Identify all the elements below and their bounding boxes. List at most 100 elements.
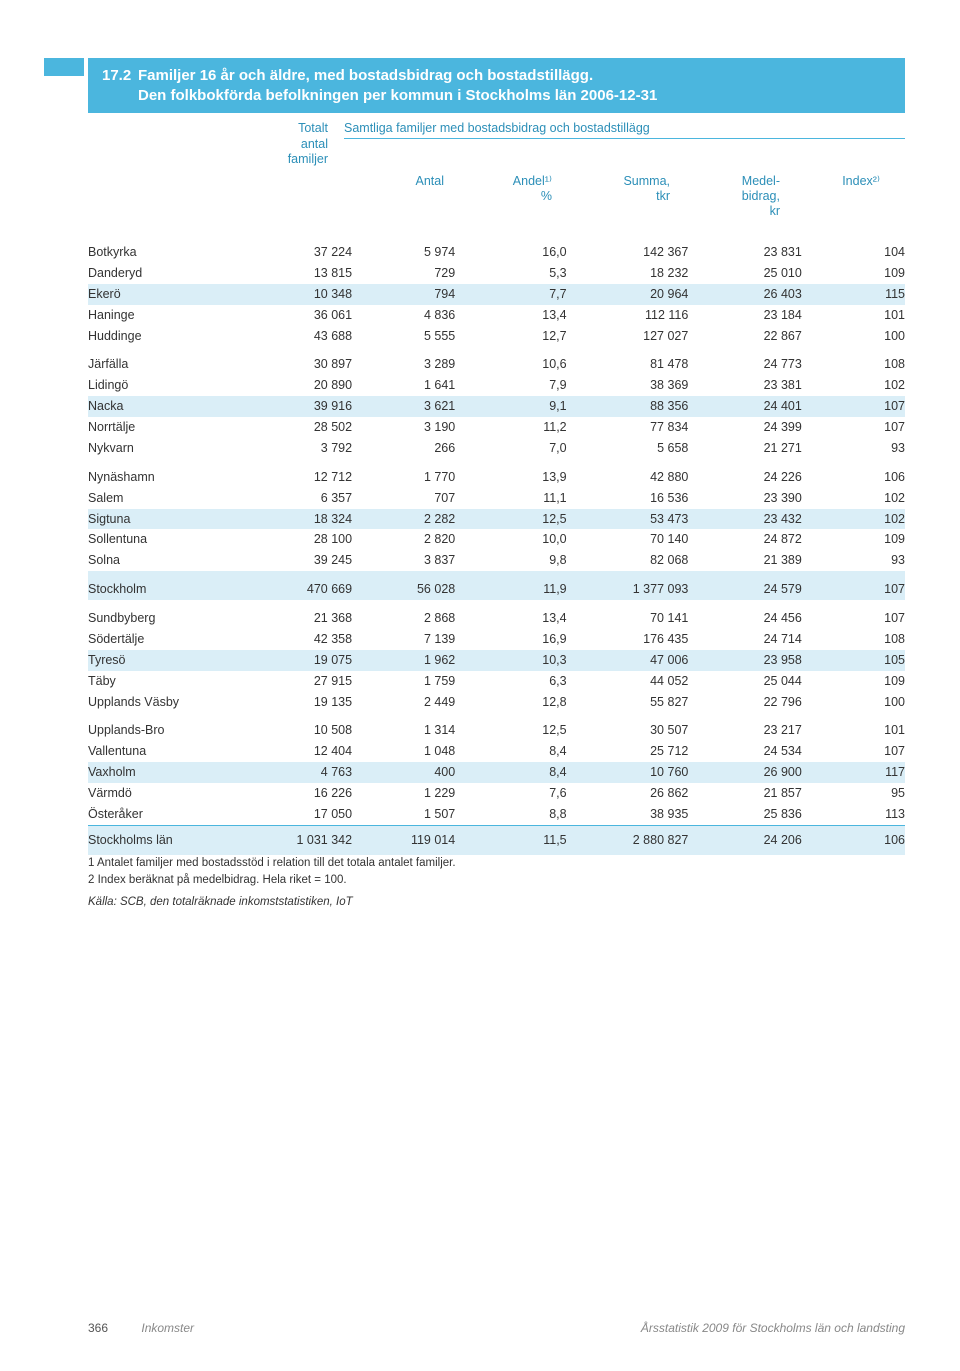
row-value: 5 658 [567,438,689,459]
col-head-antal: Antal [344,174,444,219]
row-value: 3 289 [352,346,455,375]
row-value: 55 827 [567,692,689,713]
col-total-l3: familjer [288,152,328,166]
row-value: 8,8 [455,804,566,825]
row-value: 100 [802,692,905,713]
row-value: 106 [802,459,905,488]
row-value: 20 890 [253,375,352,396]
table-row: Nynäshamn12 7121 77013,942 88024 226106 [88,459,905,488]
row-value: 2 282 [352,509,455,530]
summary-value: 11,5 [455,825,566,854]
table-row: Täby27 9151 7596,344 05225 044109 [88,671,905,692]
tab-indicator [44,58,84,78]
row-value: 5 974 [352,234,455,263]
row-value: 2 868 [352,600,455,629]
row-value: 794 [352,284,455,305]
row-value: 18 324 [253,509,352,530]
row-value: 13,4 [455,305,566,326]
row-value: 115 [802,284,905,305]
row-value: 400 [352,762,455,783]
row-value: 42 358 [253,629,352,650]
row-label: Upplands Väsby [88,692,253,713]
row-value: 70 140 [567,529,689,550]
row-value: 38 369 [567,375,689,396]
row-value: 108 [802,346,905,375]
row-value: 6,3 [455,671,566,692]
row-value: 107 [802,417,905,438]
row-value: 10,6 [455,346,566,375]
row-label: Nacka [88,396,253,417]
row-value: 1 048 [352,741,455,762]
row-value: 127 027 [567,326,689,347]
row-value: 12,7 [455,326,566,347]
row-value: 22 867 [688,326,801,347]
col-head-total-spacer [248,174,344,219]
row-value: 17 050 [253,804,352,825]
row-value: 18 232 [567,263,689,284]
row-value: 1 641 [352,375,455,396]
row-value: 13 815 [253,263,352,284]
col-head-medel: Medel- bidrag, kr [670,174,780,219]
row-label: Haninge [88,305,253,326]
row-value: 11,2 [455,417,566,438]
row-value: 24 456 [688,600,801,629]
row-value: 729 [352,263,455,284]
row-value: 142 367 [567,234,689,263]
footer-section: Inkomster [141,1321,194,1335]
row-value: 39 916 [253,396,352,417]
row-value: 266 [352,438,455,459]
row-value: 6 357 [253,488,352,509]
row-label: Nynäshamn [88,459,253,488]
table-row: Södertälje42 3587 13916,9176 43524 71410… [88,629,905,650]
footnote-1: 1 Antalet familjer med bostadsstöd i rel… [88,855,905,872]
row-value: 108 [802,629,905,650]
row-value: 3 837 [352,550,455,571]
row-value: 4 763 [253,762,352,783]
row-value: 82 068 [567,550,689,571]
table-row: Danderyd13 8157295,318 23225 010109 [88,263,905,284]
row-value: 107 [802,396,905,417]
row-value: 1 759 [352,671,455,692]
row-value: 109 [802,263,905,284]
table-row: Upplands Väsby19 1352 44912,855 82722 79… [88,692,905,713]
row-value: 107 [802,600,905,629]
page-number: 366 [88,1321,108,1335]
row-label: Södertälje [88,629,253,650]
row-value: 13,9 [455,459,566,488]
row-value: 10 348 [253,284,352,305]
col-total-l1: Totalt [298,121,328,135]
row-value: 25 044 [688,671,801,692]
row-value: 7,7 [455,284,566,305]
col-head-empty [88,174,248,219]
row-value: 7,0 [455,438,566,459]
title-line1: Familjer 16 år och äldre, med bostadsbid… [138,66,593,86]
table-row: Österåker17 0501 5078,838 93525 836113 [88,804,905,825]
row-value: 8,4 [455,762,566,783]
row-label: Sundbyberg [88,600,253,629]
table-row: Sigtuna18 3242 28212,553 47323 432102 [88,509,905,530]
row-value: 23 390 [688,488,801,509]
row-value: 707 [352,488,455,509]
row-value: 47 006 [567,650,689,671]
row-value: 1 507 [352,804,455,825]
table-row: Haninge36 0614 83613,4112 11623 184101 [88,305,905,326]
row-value: 105 [802,650,905,671]
row-value: 101 [802,305,905,326]
table-row: Upplands-Bro10 5081 31412,530 50723 2171… [88,712,905,741]
row-value: 9,8 [455,550,566,571]
footer-left: 366 Inkomster [88,1321,194,1335]
row-value: 24 773 [688,346,801,375]
row-value: 107 [802,571,905,600]
summary-value: 2 880 827 [567,825,689,854]
data-table-wrap: Botkyrka37 2245 97416,0142 36723 831104D… [88,234,905,855]
row-value: 3 792 [253,438,352,459]
row-value: 81 478 [567,346,689,375]
table-row: Huddinge43 6885 55512,7127 02722 867100 [88,326,905,347]
row-value: 56 028 [352,571,455,600]
row-value: 93 [802,550,905,571]
row-value: 30 897 [253,346,352,375]
summary-label: Stockholms län [88,825,253,854]
page-footer: 366 Inkomster Årsstatistik 2009 för Stoc… [88,1321,905,1335]
table-row: Lidingö20 8901 6417,938 36923 381102 [88,375,905,396]
row-value: 38 935 [567,804,689,825]
